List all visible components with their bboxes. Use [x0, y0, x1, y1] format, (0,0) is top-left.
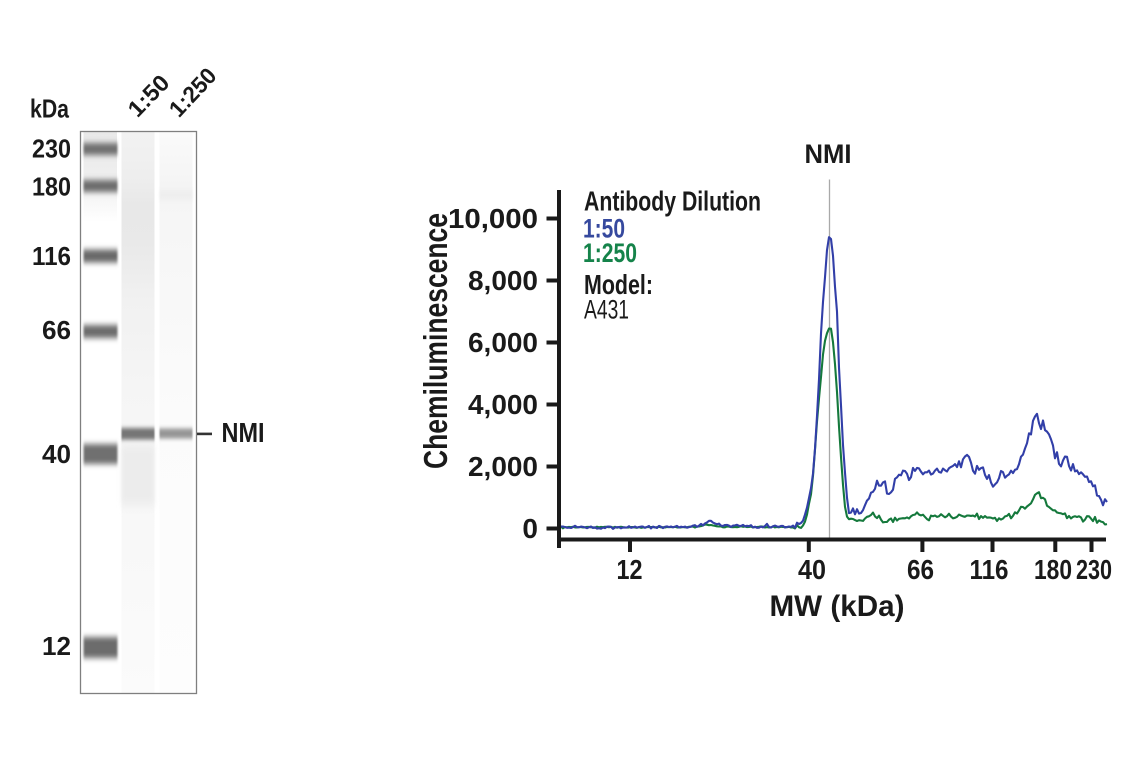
- svg-text:4,000: 4,000: [468, 389, 538, 420]
- svg-text:6,000: 6,000: [468, 327, 538, 358]
- svg-text:8,000: 8,000: [468, 265, 538, 296]
- svg-text:1:50: 1:50: [583, 214, 625, 244]
- svg-text:1:250: 1:250: [583, 238, 637, 268]
- svg-text:A431: A431: [584, 295, 629, 325]
- svg-text:NMI: NMI: [805, 139, 852, 169]
- svg-text:116: 116: [32, 241, 71, 271]
- svg-text:230: 230: [32, 134, 71, 164]
- svg-text:MW (kDa): MW (kDa): [770, 590, 905, 623]
- svg-text:116: 116: [970, 554, 1009, 585]
- svg-text:66: 66: [42, 315, 71, 345]
- svg-text:Model:: Model:: [584, 269, 653, 300]
- svg-text:Chemiluminescence: Chemiluminescence: [417, 213, 454, 469]
- svg-text:NMI: NMI: [222, 417, 265, 448]
- svg-text:12: 12: [617, 554, 643, 585]
- svg-text:180: 180: [32, 172, 71, 202]
- svg-text:Antibody Dilution: Antibody Dilution: [584, 186, 761, 217]
- svg-text:66: 66: [907, 554, 934, 585]
- svg-text:40: 40: [798, 554, 826, 585]
- svg-text:0: 0: [522, 513, 538, 544]
- svg-text:12: 12: [42, 631, 71, 661]
- svg-text:kDa: kDa: [30, 94, 69, 124]
- svg-text:180: 180: [1034, 554, 1072, 585]
- svg-text:40: 40: [42, 439, 71, 469]
- svg-text:2,000: 2,000: [468, 451, 538, 482]
- svg-text:10,000: 10,000: [448, 203, 538, 234]
- svg-text:230: 230: [1076, 554, 1112, 585]
